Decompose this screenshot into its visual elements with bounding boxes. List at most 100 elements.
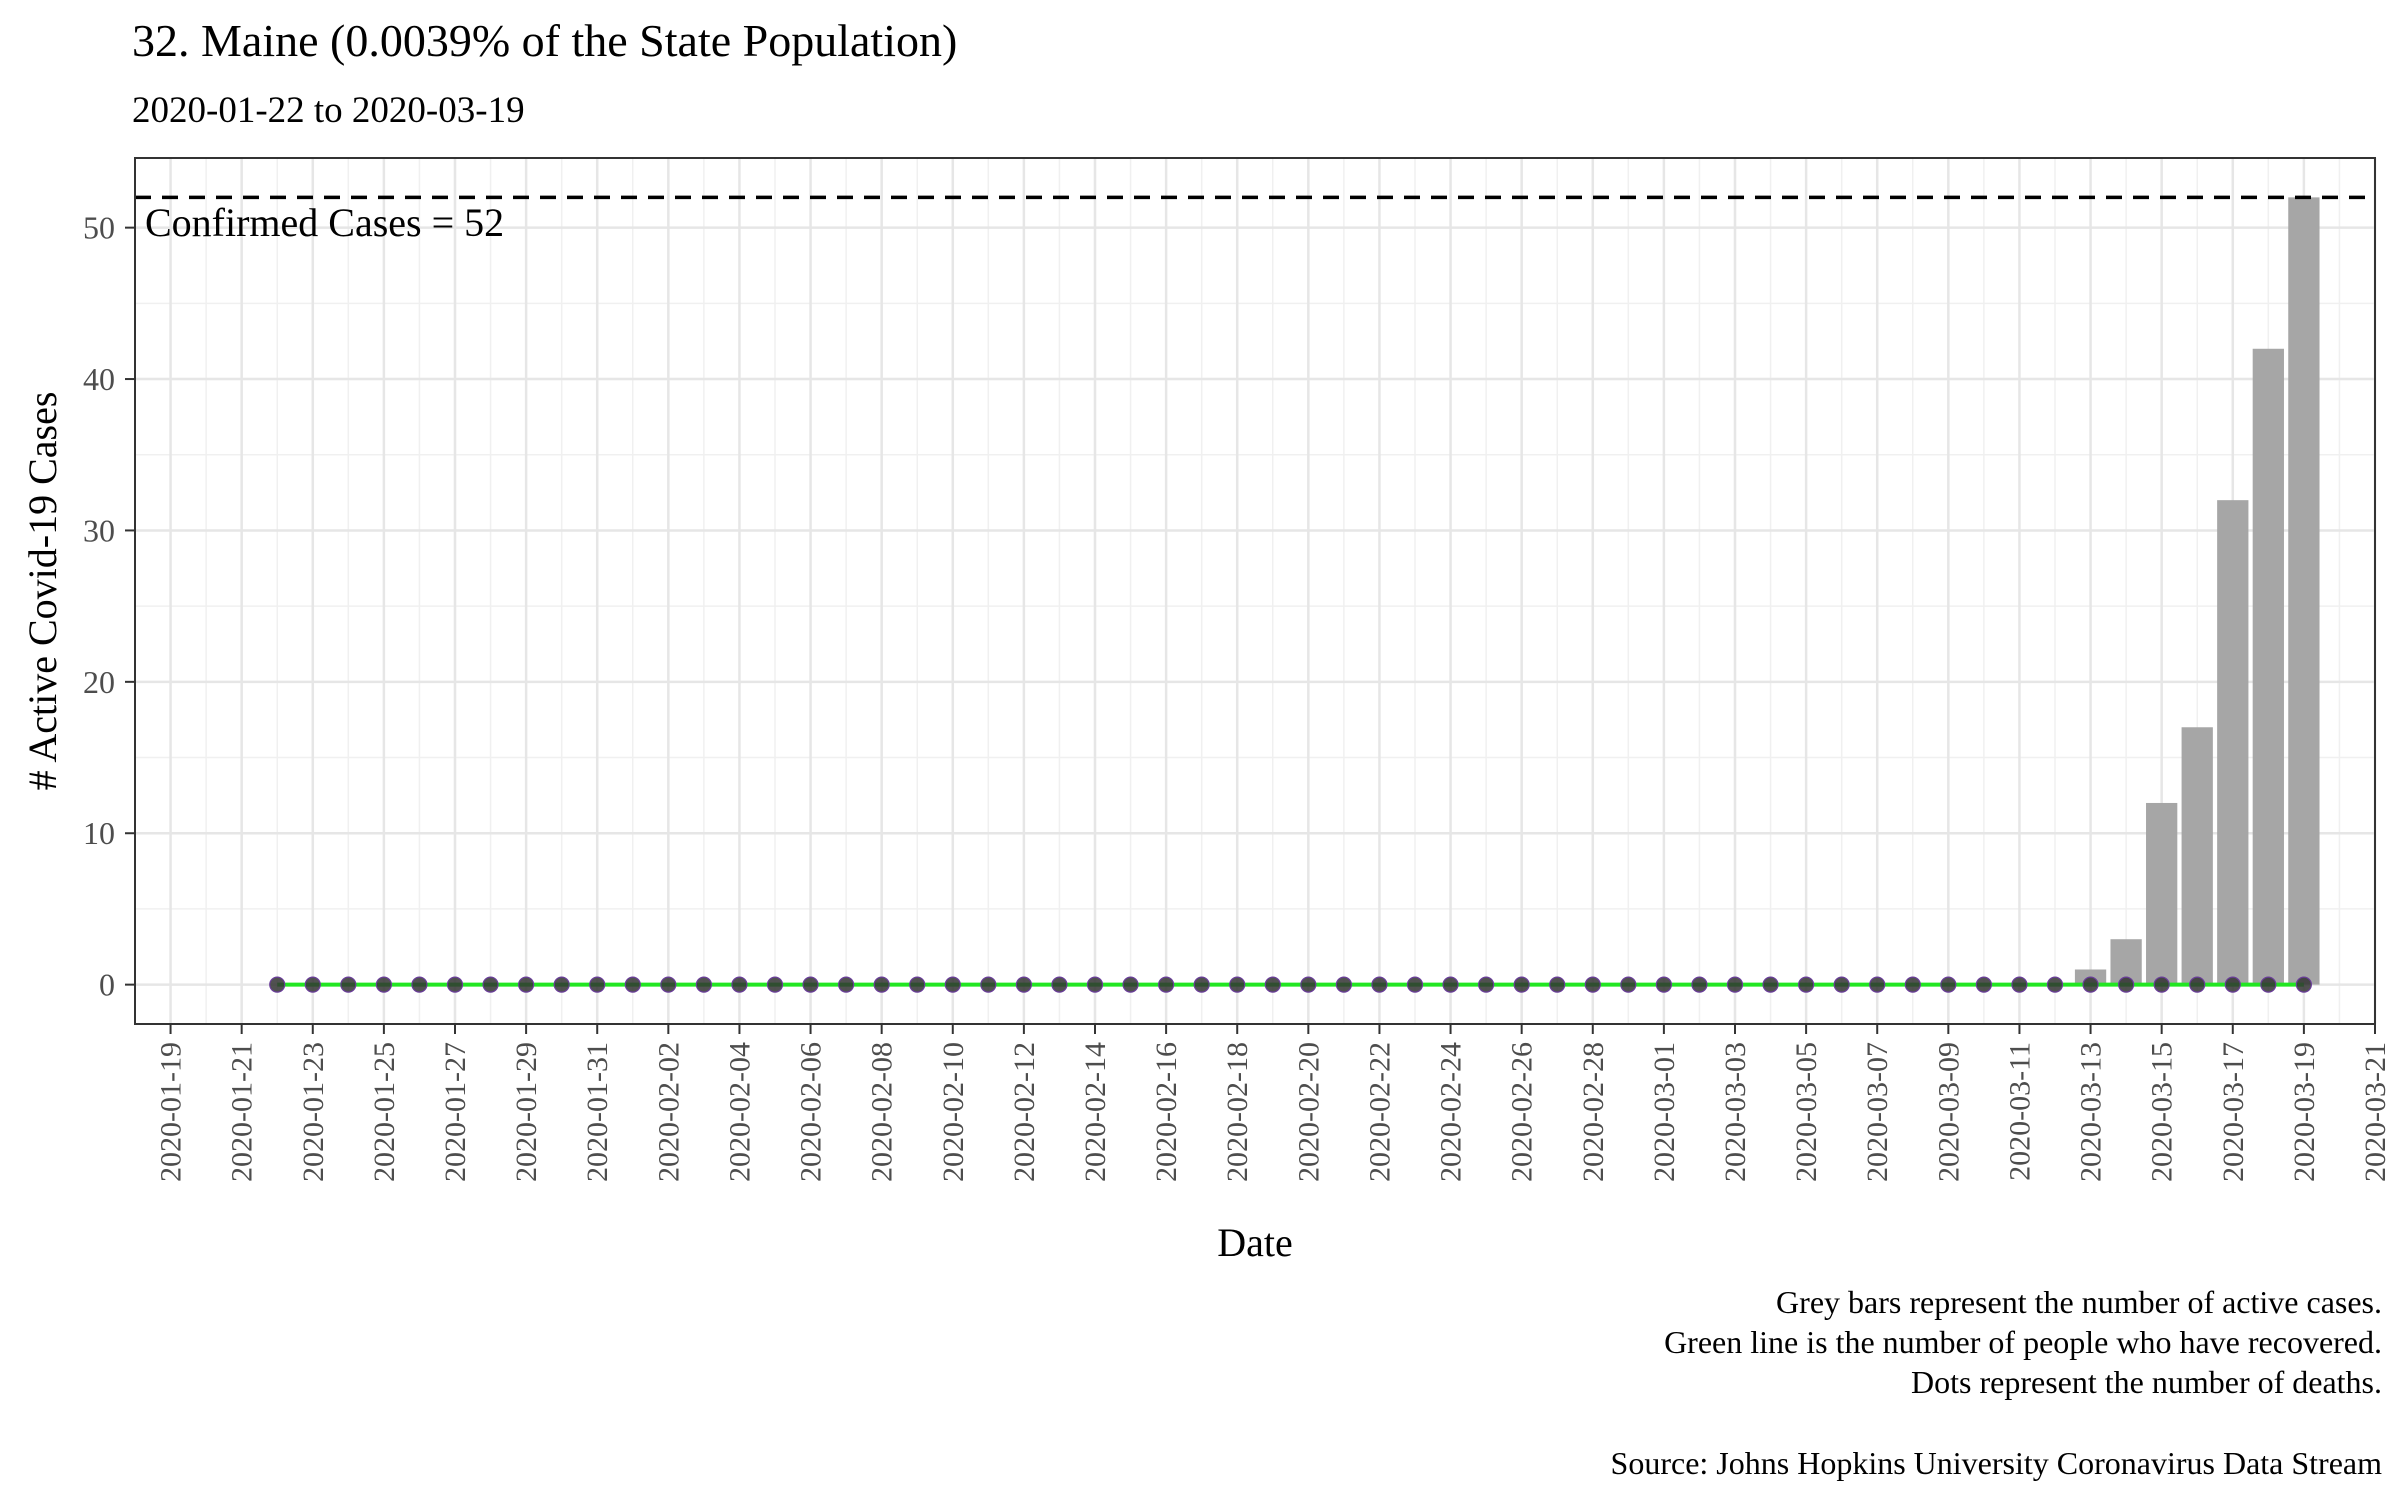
active-case-bar <box>2288 197 2320 985</box>
death-dot <box>1300 976 1317 993</box>
x-tick-label: 2020-03-01 <box>1648 1042 1681 1182</box>
y-tick-label: 20 <box>83 664 115 700</box>
reference-layer: Confirmed Cases = 52 <box>135 195 2375 245</box>
death-dot <box>269 976 286 993</box>
death-dot <box>518 976 535 993</box>
active-case-bar <box>2217 500 2249 985</box>
x-tick-label: 2020-03-19 <box>2288 1042 2321 1182</box>
active-case-bar <box>2181 727 2213 985</box>
x-tick-label: 2020-02-06 <box>795 1042 828 1182</box>
death-dot <box>1086 976 1104 993</box>
death-dot <box>1762 976 1779 993</box>
death-dot <box>1193 976 1210 993</box>
death-dot <box>1051 976 1068 993</box>
death-dot <box>1940 976 1957 993</box>
death-dot <box>873 976 890 993</box>
death-dot <box>2153 976 2170 993</box>
panel-background <box>135 158 2375 1024</box>
death-dot <box>1549 976 1566 993</box>
x-tick-label: 2020-03-17 <box>2217 1042 2250 1182</box>
grid-lines <box>135 158 2377 1024</box>
death-dot <box>1229 976 1246 993</box>
confirmed-cases-label: Confirmed Cases = 52 <box>145 200 504 245</box>
active-case-bar <box>2252 348 2284 985</box>
y-tick-label: 40 <box>83 361 115 397</box>
y-tick-label: 30 <box>83 512 115 548</box>
death-dot <box>695 976 712 993</box>
x-tick-label: 2020-02-26 <box>1506 1042 1539 1182</box>
y-axis-ticks: 0 10 20 30 40 50 <box>83 210 135 1003</box>
death-dot <box>1833 976 1850 993</box>
caption-line: Green line is the number of people who h… <box>1664 1324 2382 1360</box>
death-dot <box>2082 976 2099 993</box>
death-dot <box>482 976 499 993</box>
x-tick-label: 2020-01-23 <box>297 1042 330 1182</box>
death-dot <box>838 976 855 993</box>
death-dot <box>980 976 997 993</box>
active-case-bars <box>2074 197 2320 985</box>
x-tick-label: 2020-02-18 <box>1221 1042 1254 1182</box>
x-tick-label: 2020-03-03 <box>1719 1042 1752 1182</box>
x-tick-label: 2020-03-21 <box>2359 1042 2392 1182</box>
x-axis-title: Date <box>1217 1220 1293 1265</box>
chart-subtitle: 2020-01-22 to 2020-03-19 <box>132 90 525 131</box>
death-dot <box>1904 976 1921 993</box>
x-axis-ticks: 2020-01-19 2020-01-21 2020-01-23 2020-01-25… <box>155 1024 2392 1182</box>
death-dot <box>2046 976 2064 993</box>
x-tick-label: 2020-01-27 <box>439 1042 472 1182</box>
death-dot <box>1122 976 1139 993</box>
x-tick-label: 2020-02-22 <box>1363 1042 1396 1182</box>
death-dot <box>2224 976 2241 993</box>
x-tick-label: 2020-02-16 <box>1150 1042 1183 1182</box>
x-tick-label: 2020-01-19 <box>155 1042 188 1182</box>
caption: Grey bars represent the number of active… <box>1611 1284 2383 1481</box>
death-dot <box>660 976 677 993</box>
x-tick-label: 2020-03-07 <box>1861 1042 1894 1182</box>
death-dot <box>1015 976 1032 993</box>
x-tick-label: 2020-01-31 <box>581 1042 614 1182</box>
death-dot <box>909 976 926 993</box>
death-dot <box>2189 976 2206 993</box>
caption-line: Grey bars represent the number of active… <box>1776 1284 2382 1320</box>
death-dot <box>375 976 392 993</box>
death-dot <box>553 976 570 993</box>
death-dot <box>1406 976 1424 993</box>
death-dot <box>2260 976 2277 993</box>
panel-border <box>134 157 2376 1025</box>
x-tick-label: 2020-03-09 <box>1932 1042 1965 1182</box>
source-line: Source: Johns Hopkins University Coronav… <box>1611 1445 2383 1481</box>
y-tick-label: 0 <box>99 967 115 1003</box>
x-tick-label: 2020-02-24 <box>1435 1042 1468 1182</box>
death-dot <box>802 976 819 993</box>
chart-title: 32. Maine (0.0039% of the State Populati… <box>132 15 957 66</box>
x-tick-label: 2020-03-05 <box>1790 1042 1823 1182</box>
death-dot <box>1798 976 1815 993</box>
death-dot <box>1869 976 1886 993</box>
death-dots <box>269 976 2312 993</box>
x-tick-label: 2020-02-28 <box>1577 1042 1610 1182</box>
death-dot <box>1726 976 1744 993</box>
death-dot <box>1264 976 1281 993</box>
x-tick-label: 2020-01-29 <box>510 1042 543 1182</box>
death-dot <box>1158 976 1175 993</box>
death-dot <box>340 976 357 993</box>
death-dot <box>2295 976 2312 993</box>
x-tick-label: 2020-01-21 <box>226 1042 259 1182</box>
death-dot <box>304 976 321 993</box>
death-dot <box>731 976 748 993</box>
death-dot <box>589 976 606 993</box>
death-dot <box>1371 976 1388 993</box>
y-axis-title: # Active Covid-19 Cases <box>20 392 65 791</box>
death-dot <box>1335 976 1352 993</box>
death-dot <box>1655 976 1672 993</box>
death-dot <box>1478 976 1495 993</box>
y-tick-label: 50 <box>83 210 115 246</box>
x-tick-label: 2020-02-10 <box>937 1042 970 1182</box>
y-tick-label: 10 <box>83 815 115 851</box>
caption-line: Dots represent the number of deaths. <box>1911 1364 2382 1400</box>
x-tick-label: 2020-01-25 <box>368 1042 401 1182</box>
death-dot <box>1513 976 1530 993</box>
x-tick-label: 2020-02-08 <box>866 1042 899 1182</box>
death-dot <box>1442 976 1459 993</box>
